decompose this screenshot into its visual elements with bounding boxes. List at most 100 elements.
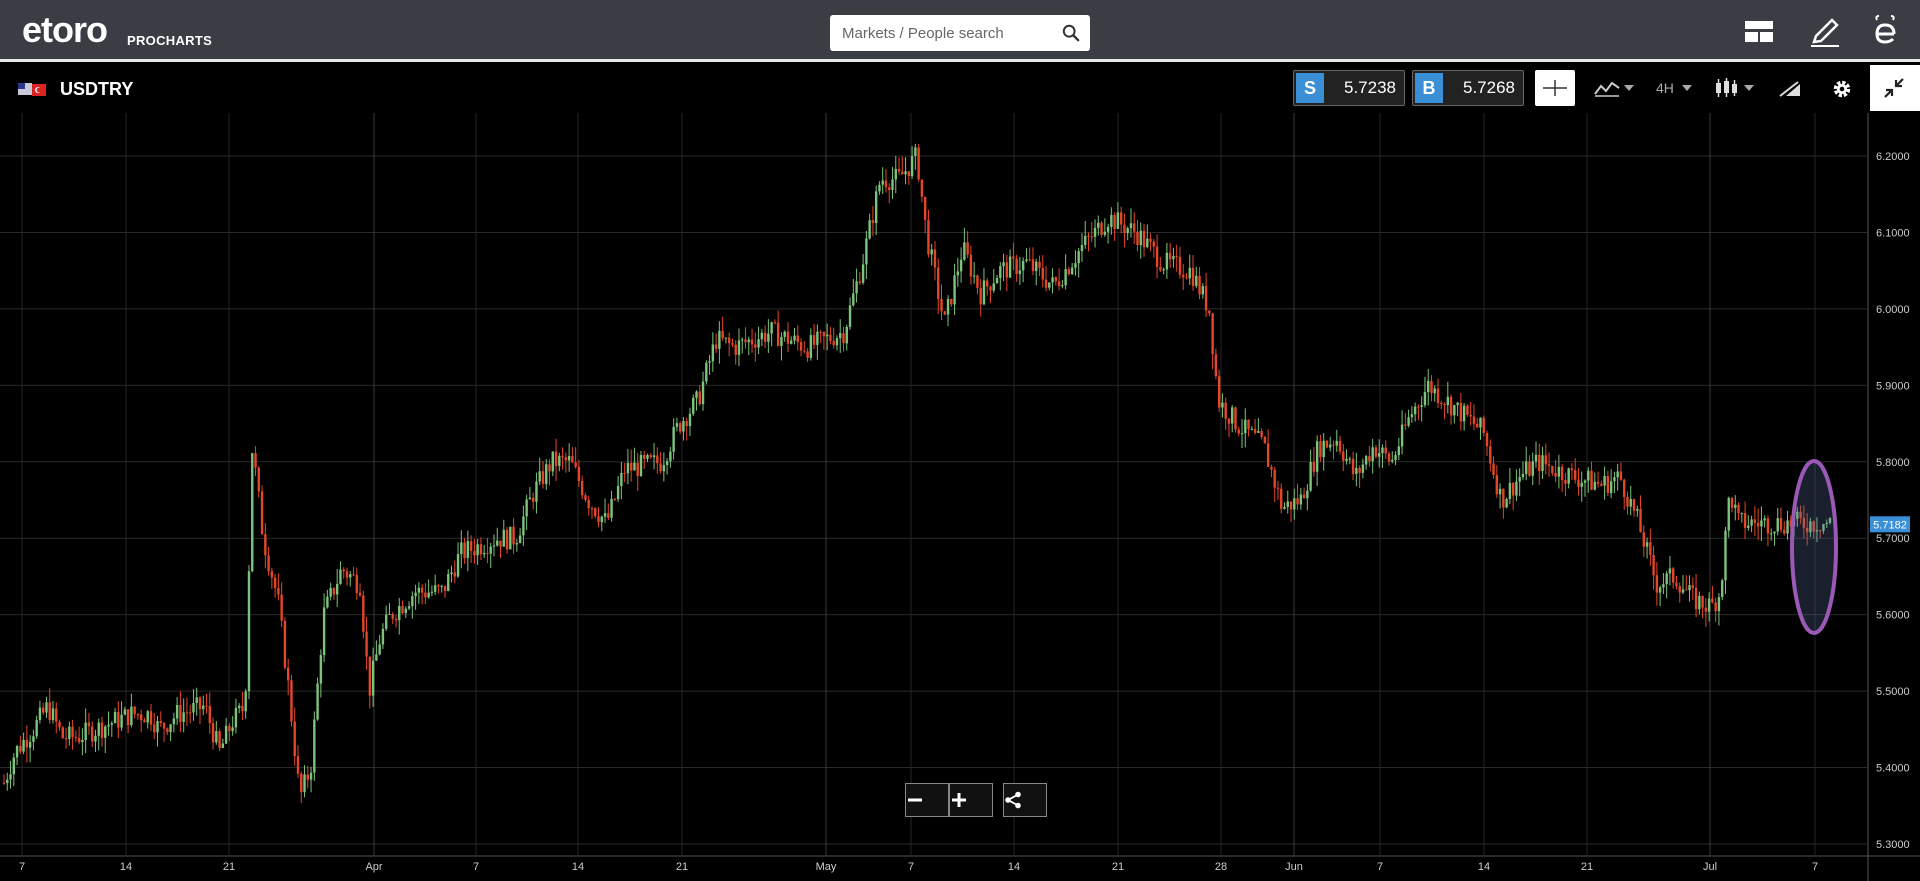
chart-canvas[interactable]: 6.2000 6.1000 6.0000 5.9000 5.8000 5.7000 5.60… — [0, 113, 1920, 881]
candle — [322, 607, 326, 656]
etoro-e-icon[interactable] — [1866, 12, 1904, 50]
candle — [1410, 414, 1414, 418]
x-tick-label: Jul — [1703, 861, 1717, 873]
buy-price: 5.7268 — [1463, 78, 1515, 97]
pencil-icon[interactable] — [1806, 12, 1844, 50]
candle — [1054, 277, 1058, 282]
zoom-out-button[interactable] — [905, 783, 949, 817]
candle — [1338, 440, 1342, 452]
candle — [1149, 238, 1152, 242]
candle — [433, 585, 437, 592]
candle — [1257, 431, 1260, 433]
candle — [1387, 453, 1391, 462]
fullscreen-button[interactable] — [1870, 65, 1920, 111]
zoom-in-button[interactable] — [949, 783, 993, 817]
timeframe-dropdown[interactable]: 4H — [1652, 70, 1692, 106]
candle — [136, 714, 140, 716]
candle — [891, 179, 894, 190]
candle — [512, 526, 515, 545]
candle — [1672, 568, 1675, 583]
buy-button[interactable]: B 5.7268 — [1412, 70, 1524, 106]
candle — [819, 331, 822, 333]
candle — [878, 184, 881, 192]
candle — [1453, 405, 1456, 416]
candle — [1822, 524, 1825, 531]
candle — [1355, 467, 1358, 474]
candle — [551, 451, 554, 472]
sell-button[interactable]: S 5.7238 — [1293, 70, 1405, 106]
candle — [41, 707, 45, 713]
candle — [1619, 471, 1623, 480]
candle — [1064, 269, 1067, 286]
x-tick-label: 28 — [1215, 861, 1227, 873]
candle — [126, 709, 130, 726]
chart-type-dropdown[interactable] — [1710, 70, 1754, 106]
candle — [1560, 466, 1564, 481]
crosshair-button[interactable] — [1535, 70, 1575, 106]
candle — [496, 540, 499, 546]
candle — [597, 516, 600, 523]
search-box[interactable] — [830, 15, 1090, 51]
draw-tool-button[interactable] — [1776, 70, 1806, 106]
candle — [505, 529, 509, 550]
y-tick-label: 5.4000 — [1876, 763, 1910, 775]
candle — [391, 613, 394, 619]
candle — [453, 572, 456, 577]
candle — [1430, 380, 1433, 394]
candle — [309, 772, 313, 780]
candle — [914, 147, 917, 156]
candle — [1691, 585, 1695, 588]
x-tick-label: 14 — [1008, 861, 1020, 873]
candle — [793, 335, 796, 341]
candle — [175, 705, 179, 719]
candle — [600, 516, 603, 523]
share-button[interactable] — [1003, 783, 1047, 817]
candle — [123, 709, 127, 715]
candle — [97, 722, 100, 736]
candle — [1655, 575, 1659, 593]
indicators-dropdown[interactable] — [1590, 70, 1638, 106]
candle — [1511, 482, 1515, 496]
etoro-logo[interactable]: etoro — [22, 9, 108, 50]
search-icon[interactable] — [1062, 24, 1080, 42]
candle — [74, 737, 78, 739]
candle — [584, 495, 587, 500]
candle — [1247, 419, 1250, 430]
candle — [871, 220, 875, 223]
settings-button[interactable] — [1828, 70, 1858, 106]
candle — [692, 397, 695, 414]
candle — [1639, 509, 1642, 533]
candle — [1070, 267, 1074, 275]
candle — [1469, 414, 1472, 417]
candle — [1704, 607, 1708, 612]
candle — [28, 741, 32, 748]
candle — [1596, 481, 1600, 484]
candle — [1717, 597, 1721, 612]
search-input[interactable] — [842, 15, 1052, 51]
candle — [897, 168, 901, 172]
layout-icon[interactable] — [1740, 12, 1778, 50]
candle — [1146, 238, 1149, 248]
candle — [424, 592, 427, 598]
candle — [757, 339, 760, 348]
price-chart[interactable]: 6.2000 6.1000 6.0000 5.9000 5.8000 5.7000 5.60… — [0, 113, 1920, 881]
candle — [842, 333, 845, 344]
candle — [1462, 405, 1466, 422]
candle — [832, 340, 835, 346]
candle — [1783, 529, 1786, 534]
candle — [1015, 258, 1018, 274]
candle — [1459, 402, 1463, 422]
candle — [1077, 251, 1080, 264]
candle — [1466, 405, 1469, 415]
candle — [969, 254, 973, 277]
candle — [1358, 467, 1361, 473]
candle — [963, 242, 966, 260]
candle — [1263, 436, 1267, 444]
candle — [1381, 447, 1384, 454]
candle — [1315, 441, 1319, 472]
candle — [1502, 488, 1505, 508]
candle — [1577, 479, 1580, 487]
candle — [319, 655, 323, 684]
candle — [231, 727, 234, 732]
candle — [545, 464, 548, 484]
